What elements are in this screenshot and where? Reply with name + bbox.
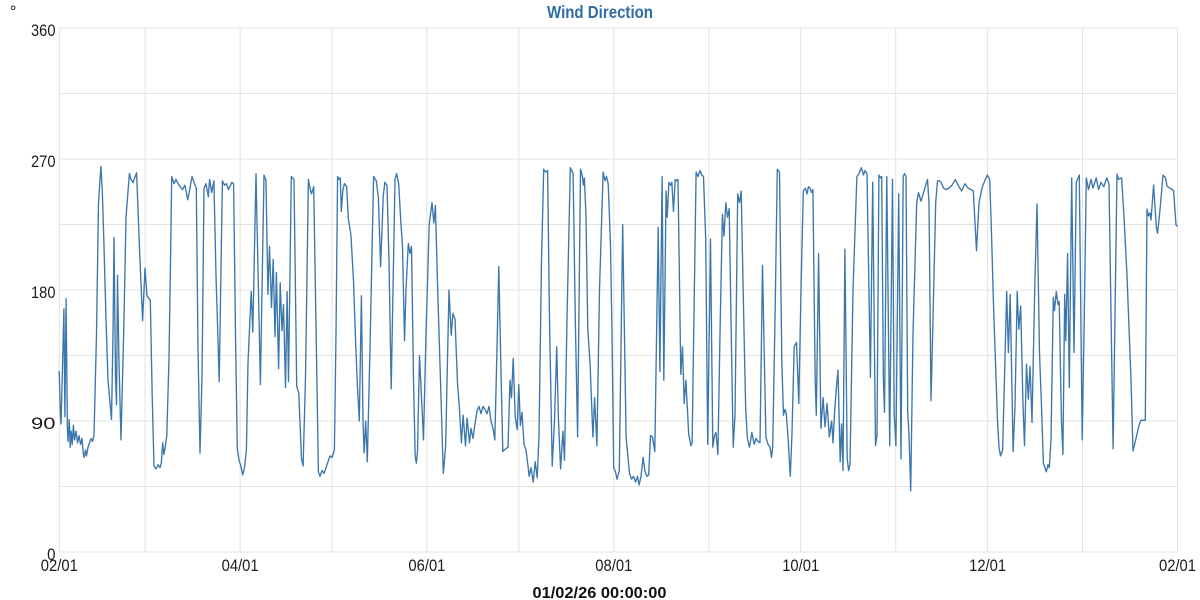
svg-text:10/01: 10/01: [782, 556, 819, 575]
svg-text:360: 360: [31, 21, 56, 40]
svg-text:0: 0: [47, 545, 55, 564]
svg-text:12/01: 12/01: [969, 556, 1006, 575]
svg-text:180: 180: [31, 283, 56, 302]
svg-text:02/01: 02/01: [1159, 556, 1196, 575]
svg-text:270: 270: [31, 152, 56, 171]
svg-text:08/01: 08/01: [595, 556, 632, 575]
svg-text:06/01: 06/01: [408, 556, 445, 575]
svg-text:°: °: [10, 3, 17, 21]
svg-text:Wind Direction: Wind Direction: [547, 2, 653, 22]
svg-text:04/01: 04/01: [222, 556, 259, 575]
svg-text:90: 90: [31, 414, 56, 433]
svg-text:02/01: 02/01: [41, 556, 78, 575]
svg-text:01/02/26 00:00:00: 01/02/26 00:00:00: [533, 585, 667, 600]
